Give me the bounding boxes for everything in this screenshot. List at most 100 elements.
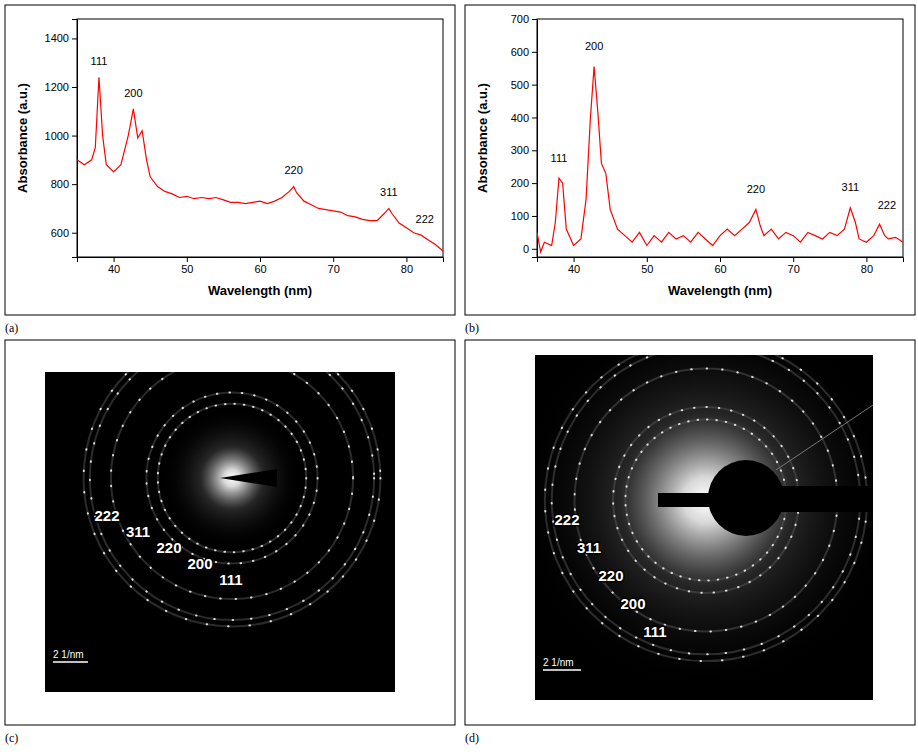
y-axis: 600 800 1000 1200 1400 [45, 20, 78, 258]
peak-label: 220 [747, 183, 765, 195]
tick-label: 1000 [45, 130, 69, 142]
ring-label: 200 [620, 595, 645, 612]
tick-mark [532, 117, 537, 118]
ring-spots [158, 404, 306, 552]
tick-mark [72, 184, 77, 185]
x-tick: 50 [641, 257, 653, 275]
axis-line [78, 258, 444, 263]
tick-label: 600 [51, 227, 69, 239]
x-axis-title: Wavelength (nm) [208, 283, 312, 298]
x-tick: 80 [401, 257, 413, 275]
x-tick: 70 [788, 257, 800, 275]
tick-label: 400 [511, 112, 529, 124]
ring-spots [90, 372, 374, 620]
ring-label: 111 [643, 623, 666, 640]
peak-label: 200 [124, 87, 142, 99]
peak-label: 220 [284, 164, 302, 176]
beam-stopper [776, 486, 873, 512]
tick-mark [72, 38, 77, 39]
tick-mark [260, 257, 261, 262]
marks [84, 372, 381, 626]
y-tick: 600 [51, 227, 77, 239]
axis-line [538, 258, 904, 263]
tick-mark [532, 216, 537, 217]
tick-mark [72, 233, 77, 234]
panel-label: (b) [465, 321, 479, 335]
streak [776, 405, 873, 470]
y-tick: 1400 [45, 32, 77, 44]
tick-mark [72, 136, 77, 137]
y-axis: 0100200300400500600700 [511, 13, 538, 257]
tick-label: 1200 [45, 81, 69, 93]
x-tick: 60 [254, 257, 266, 275]
tick-label: 70 [788, 263, 800, 275]
scale-bar [53, 661, 88, 663]
tick-mark [720, 257, 721, 262]
x-tick: 80 [861, 257, 873, 275]
ring-halo [90, 372, 374, 620]
tick-mark [187, 257, 188, 262]
spectrum-line [77, 77, 443, 251]
ring-spots [111, 372, 353, 599]
x-tick: 70 [328, 257, 340, 275]
figure: (a)4050607080600800100012001400111200220… [0, 0, 918, 756]
tick-mark [532, 249, 537, 250]
x-tick: 40 [108, 257, 120, 275]
ring-label: 311 [126, 523, 150, 540]
peak-label: 111 [551, 152, 568, 164]
panel-border [465, 5, 915, 315]
plot-frame [537, 19, 903, 257]
tick-mark [532, 52, 537, 53]
tick-label: 40 [568, 263, 580, 275]
tick-label: 1400 [45, 32, 69, 44]
spectrum-line [537, 67, 903, 252]
panel-label: (d) [465, 731, 479, 745]
ring-halo [613, 407, 799, 593]
image-ground [45, 372, 395, 692]
beam-stopper [220, 469, 277, 487]
tick-mark [866, 257, 867, 262]
tick-mark [406, 257, 407, 262]
diffraction-image: 1112002203112222 1/nm [516, 310, 896, 700]
y-tick: 700 [511, 13, 537, 25]
ring-label: 220 [598, 567, 623, 584]
x-axis-title: Wavelength (nm) [668, 283, 772, 298]
ring-halo [111, 372, 353, 599]
tick-label: 500 [511, 79, 529, 91]
ring-halo [84, 372, 381, 626]
tick-mark [532, 85, 537, 86]
marks [537, 67, 903, 252]
y-tick: 500 [511, 79, 537, 91]
tick-label: 200 [511, 177, 529, 189]
diffraction-image: 1112002203112222 1/nm [45, 330, 395, 692]
peak-label: 222 [416, 213, 434, 225]
ring-spots [84, 372, 381, 626]
y-axis-title: Absorbance (a.u.) [475, 83, 490, 193]
tick-label: 50 [181, 263, 193, 275]
peak-label: 222 [878, 199, 896, 211]
tick-label: 800 [51, 178, 69, 190]
y-tick: 300 [511, 144, 537, 156]
marks [535, 355, 873, 690]
ring-spots [625, 419, 786, 580]
tick-label: 600 [511, 46, 529, 58]
tick-mark [114, 257, 115, 262]
y-tick: 0 [523, 243, 537, 255]
tick-mark [574, 257, 575, 262]
tick-label: 700 [511, 13, 529, 25]
x-tick: 50 [181, 257, 193, 275]
plot: 4050607080010020030040050060070011120022… [475, 13, 904, 298]
panel-border [5, 5, 455, 315]
y-axis-title: Absorbance (a.u.) [15, 83, 30, 193]
ring-label: 222 [94, 507, 119, 524]
peak-label: 311 [380, 186, 398, 198]
panel-label: (a) [5, 321, 18, 335]
ring-label: 220 [156, 539, 181, 556]
scale-bar [543, 669, 581, 671]
plot: 4050607080600800100012001400111200220311… [15, 19, 444, 298]
tick-mark [793, 257, 794, 262]
central-beam [535, 355, 873, 690]
y-tick: 600 [511, 46, 537, 58]
x-tick: 40 [568, 257, 580, 275]
y-tick: 200 [511, 177, 537, 189]
